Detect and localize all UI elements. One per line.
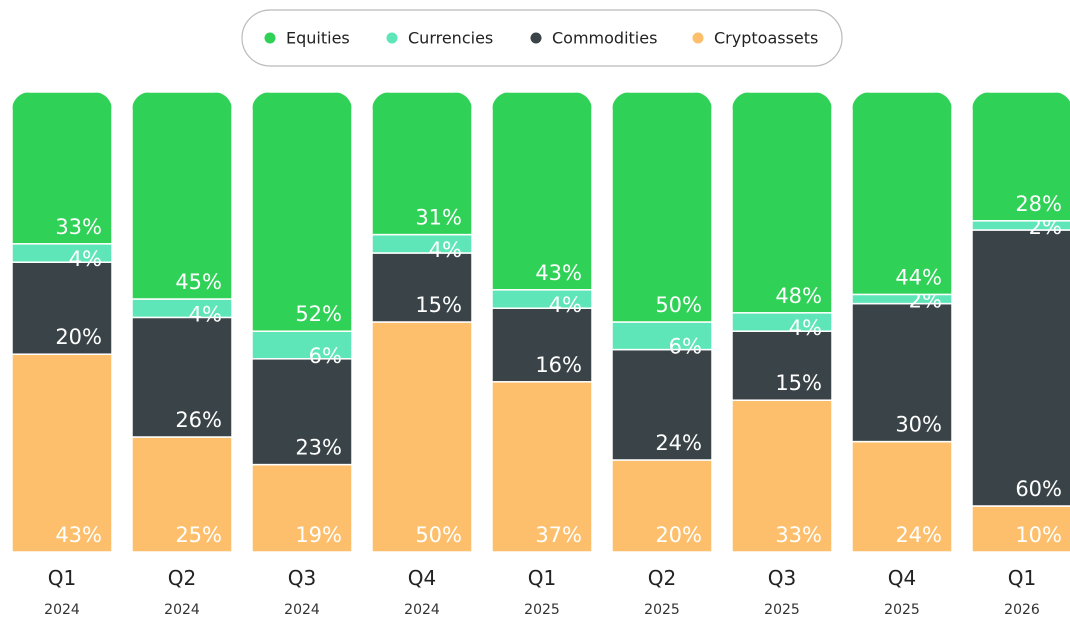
bar-group: 33% 15% 4% 48% — [732, 92, 832, 553]
value-label: 23% — [295, 436, 342, 460]
value-label: 25% — [175, 523, 222, 547]
value-label: 30% — [895, 413, 942, 437]
bar-segment — [852, 92, 952, 296]
bar-segment — [732, 399, 832, 553]
value-label: 24% — [655, 431, 702, 455]
x-tick-label: 2025 — [884, 602, 920, 618]
value-label: 45% — [175, 270, 222, 294]
value-label: 50% — [415, 523, 462, 547]
legend-marker — [530, 32, 542, 44]
bar-group: 20% 24% 6% 50% — [612, 92, 712, 553]
x-tick-label: 2024 — [284, 602, 320, 618]
value-label: 4% — [189, 302, 222, 326]
legend-label: Commodities — [552, 29, 657, 48]
value-label: 20% — [655, 523, 702, 547]
value-label: 28% — [1015, 192, 1062, 216]
bar-group: 37% 16% 4% 43% — [492, 92, 592, 553]
bar-segment — [12, 92, 112, 245]
bar-segment — [372, 92, 472, 236]
value-label: 6% — [309, 344, 342, 368]
x-tick-label: Q1 — [1008, 566, 1036, 590]
value-label: 60% — [1015, 477, 1062, 501]
bar-group: 24%30%2%44% — [852, 92, 952, 553]
x-tick-label: Q2 — [648, 566, 676, 590]
value-label: 19% — [295, 523, 342, 547]
x-tick-label: 2024 — [44, 602, 80, 618]
legend-label: Cryptoassets — [714, 29, 818, 48]
bar-group: 43% 20% 4% 33% — [12, 92, 112, 553]
x-tick-label: Q4 — [408, 566, 436, 590]
bar-segment — [972, 229, 1070, 507]
bar-segment — [132, 92, 232, 300]
bar-group: 10%60%2%28% — [972, 92, 1070, 553]
value-label: 4% — [69, 247, 102, 271]
value-label: 10% — [1015, 523, 1062, 547]
legend-marker — [386, 32, 398, 44]
bar-segment — [492, 92, 592, 291]
value-label: 15% — [775, 371, 822, 395]
bar-group: 19% 23% 6% 52% — [252, 92, 352, 553]
x-tick-label: 2024 — [164, 602, 200, 618]
bar-segment — [612, 348, 712, 461]
value-label: 6% — [669, 335, 702, 359]
value-label: 26% — [175, 408, 222, 432]
legend-marker — [264, 32, 276, 44]
bar-segment — [12, 353, 112, 553]
bar-segment — [492, 381, 592, 553]
x-tick-label: 2025 — [644, 602, 680, 618]
legend-box — [241, 9, 843, 67]
x-tick-label: 2025 — [764, 602, 800, 618]
value-label: 37% — [535, 523, 582, 547]
value-label: 31% — [415, 206, 462, 230]
bar-segment — [972, 92, 1070, 222]
legend: Equities Currencies Commodities Cryptoasset… — [264, 29, 818, 48]
bar-segment — [612, 92, 712, 323]
x-tick-label: 2025 — [524, 602, 560, 618]
value-label: 44% — [895, 265, 942, 289]
value-label: 15% — [415, 293, 462, 317]
legend-label: Equities — [286, 29, 350, 48]
value-label: 43% — [55, 523, 102, 547]
bar-segment — [372, 321, 472, 553]
x-tick-label: Q2 — [168, 566, 196, 590]
bar-segment — [852, 440, 952, 553]
value-label: 20% — [55, 325, 102, 349]
value-label: 24% — [895, 523, 942, 547]
x-tick-label: Q1 — [528, 566, 556, 590]
bar-segment — [612, 459, 712, 553]
bar-group: 50% 15% 4% 31% — [372, 92, 472, 553]
bar-segment — [252, 92, 352, 332]
legend-marker — [692, 32, 704, 44]
bar-segment — [612, 321, 712, 351]
value-label: 50% — [655, 293, 702, 317]
bar-segment — [252, 330, 352, 360]
bars: 43% 20% 4% 33% Q1 2024 25% 26% 4% 45% Q2 2024 19% 23%… — [12, 92, 1070, 618]
value-label: 4% — [549, 293, 582, 317]
x-tick-label: Q3 — [288, 566, 316, 590]
value-label: 4% — [789, 316, 822, 340]
value-label: 33% — [55, 215, 102, 239]
bar-group: 25% 26% 4% 45% — [132, 92, 232, 553]
x-tick-label: Q4 — [888, 566, 916, 590]
bar-segment — [852, 302, 952, 443]
bar-segment — [732, 92, 832, 314]
x-tick-label: Q1 — [48, 566, 76, 590]
value-label: 48% — [775, 284, 822, 308]
value-label: 43% — [535, 261, 582, 285]
bar-segment — [132, 436, 232, 553]
value-label: 52% — [295, 302, 342, 326]
legend-label: Currencies — [408, 29, 493, 48]
bar-segment — [372, 252, 472, 323]
bar-segment — [972, 505, 1070, 553]
x-tick-label: Q3 — [768, 566, 796, 590]
value-label: 4% — [429, 238, 462, 262]
value-label: 33% — [775, 523, 822, 547]
bar-segment — [492, 307, 592, 383]
x-tick-label: 2026 — [1004, 602, 1040, 618]
value-label: 16% — [535, 353, 582, 377]
x-tick-label: 2024 — [404, 602, 440, 618]
